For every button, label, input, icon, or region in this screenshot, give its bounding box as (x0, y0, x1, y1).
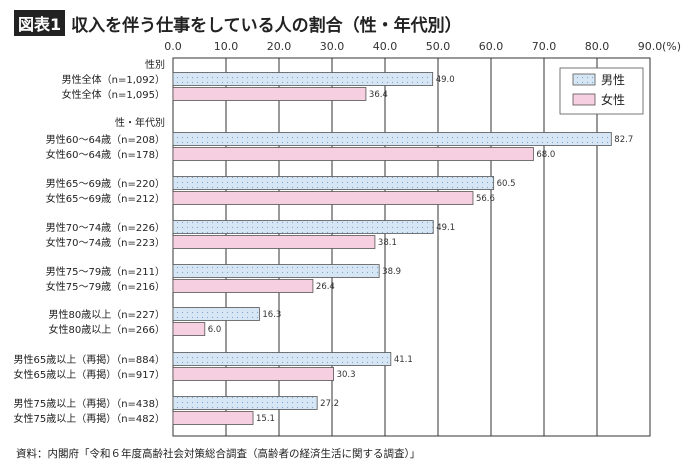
title-text: 収入を伴う仕事をしている人の割合（性・年代別） (71, 15, 462, 36)
data-label: 27.2 (320, 399, 339, 409)
data-label: 6.0 (208, 325, 222, 335)
category-label: 男性75～79歳（n=211） (46, 265, 165, 278)
data-label: 38.1 (378, 238, 397, 248)
x-tick-label: 80.0 (585, 40, 610, 53)
unit-label: (%) (662, 40, 681, 53)
data-label: 38.9 (382, 267, 401, 277)
data-label: 26.4 (316, 282, 335, 292)
data-label: 56.6 (476, 194, 495, 204)
group-header: 性別 (145, 58, 165, 71)
x-tick-label: 50.0 (426, 40, 451, 53)
bar-male (172, 176, 495, 190)
bar-female (172, 279, 314, 293)
data-label: 49.0 (436, 75, 455, 85)
bar-female (172, 235, 376, 249)
x-tick-label: 40.0 (373, 40, 398, 53)
bar-male (172, 132, 612, 146)
chart-title: 図表1 収入を伴う仕事をしている人の割合（性・年代別） (14, 10, 462, 36)
data-label: 60.5 (497, 179, 516, 189)
x-tick-label: 0.0 (164, 40, 182, 53)
bar-male (172, 352, 392, 366)
category-label: 男性60～64歳（n=208） (46, 133, 165, 146)
category-label: 男性80歳以上（n=227） (48, 308, 165, 321)
group-header: 性・年代別 (115, 116, 165, 129)
source-note: 資料：内閣府「令和６年度高齢社会対策総合調査（高齢者の経済生活に関する調査）」 (16, 448, 421, 460)
category-label: 男性全体（n=1,092） (62, 73, 165, 86)
x-tick-label: 60.0 (479, 40, 504, 53)
data-label: 36.4 (369, 90, 388, 100)
category-label: 女性70～74歳（n=223） (46, 236, 165, 249)
bar-male (172, 396, 318, 410)
bar-female (172, 87, 367, 101)
legend-swatch (572, 93, 596, 106)
category-label: 男性70～74歳（n=226） (46, 221, 165, 234)
category-label: 女性60～64歳（n=178） (46, 148, 165, 161)
x-tick-label: 20.0 (267, 40, 292, 53)
data-label: 68.0 (536, 150, 555, 160)
category-label: 男性65歳以上（再掲）（n=884） (13, 353, 165, 366)
legend-label: 女性 (601, 92, 625, 107)
bar-male (172, 307, 260, 321)
bar-female (172, 411, 254, 425)
category-label: 女性75～79歳（n=216） (46, 280, 165, 293)
category-label: 女性65歳以上（再掲）（n=917） (13, 368, 165, 381)
bar-male (172, 264, 380, 278)
bar-female (172, 322, 206, 336)
legend-label: 男性 (601, 73, 625, 87)
data-label: 15.1 (256, 414, 275, 424)
data-label: 41.1 (394, 355, 413, 365)
data-label: 82.7 (614, 135, 633, 145)
data-label: 30.3 (337, 370, 356, 380)
figure-badge: 図表1 (14, 10, 66, 36)
x-tick-label: 10.0 (214, 40, 239, 53)
category-label: 女性65～69歳（n=212） (46, 192, 165, 205)
category-label: 男性75歳以上（再掲）（n=438） (13, 397, 165, 410)
bar-female (172, 367, 334, 381)
bar-male (172, 72, 434, 86)
bar-female (172, 147, 534, 161)
bar-male (172, 220, 434, 234)
category-label: 女性80歳以上（n=266） (48, 323, 165, 336)
category-label: 女性75歳以上（再掲）（n=482） (13, 412, 165, 425)
data-label: 49.1 (436, 223, 455, 233)
x-tick-label: 90.0 (638, 40, 663, 53)
category-label: 女性全体（n=1,095） (62, 88, 165, 101)
bar-female (172, 191, 474, 205)
category-label: 男性65～69歳（n=220） (46, 177, 165, 190)
legend-swatch (572, 73, 596, 86)
data-label: 16.3 (262, 310, 281, 320)
x-tick-label: 70.0 (532, 40, 557, 53)
x-tick-label: 30.0 (320, 40, 345, 53)
